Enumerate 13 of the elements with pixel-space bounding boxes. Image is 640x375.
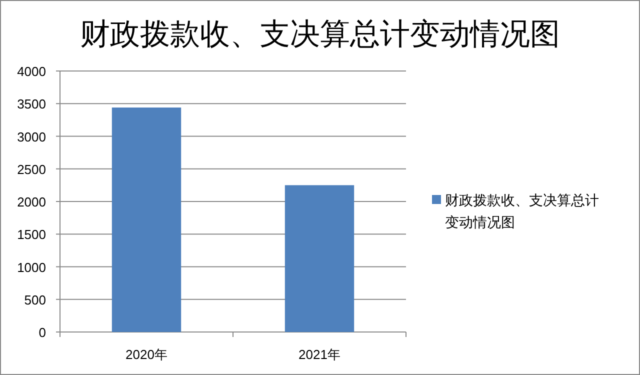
y-tick-label: 3000 <box>17 129 46 144</box>
y-tick-label: 2500 <box>17 162 46 177</box>
chart-title: 财政拨款收、支决算总计变动情况图 <box>80 18 560 51</box>
y-tick-label: 0 <box>38 325 46 340</box>
x-tick-label: 2021年 <box>298 347 340 362</box>
y-tick-label: 1000 <box>17 260 46 275</box>
y-tick-label: 2000 <box>17 194 46 210</box>
y-tick-label: 3500 <box>17 96 46 112</box>
y-tick-label: 500 <box>24 292 46 308</box>
legend-label: 财政拨款收、支决算总计变动情况图 <box>445 192 599 230</box>
y-tick-label: 4000 <box>17 64 46 79</box>
x-tick-label: 2020年 <box>126 347 168 362</box>
y-tick-label: 1500 <box>17 227 46 242</box>
